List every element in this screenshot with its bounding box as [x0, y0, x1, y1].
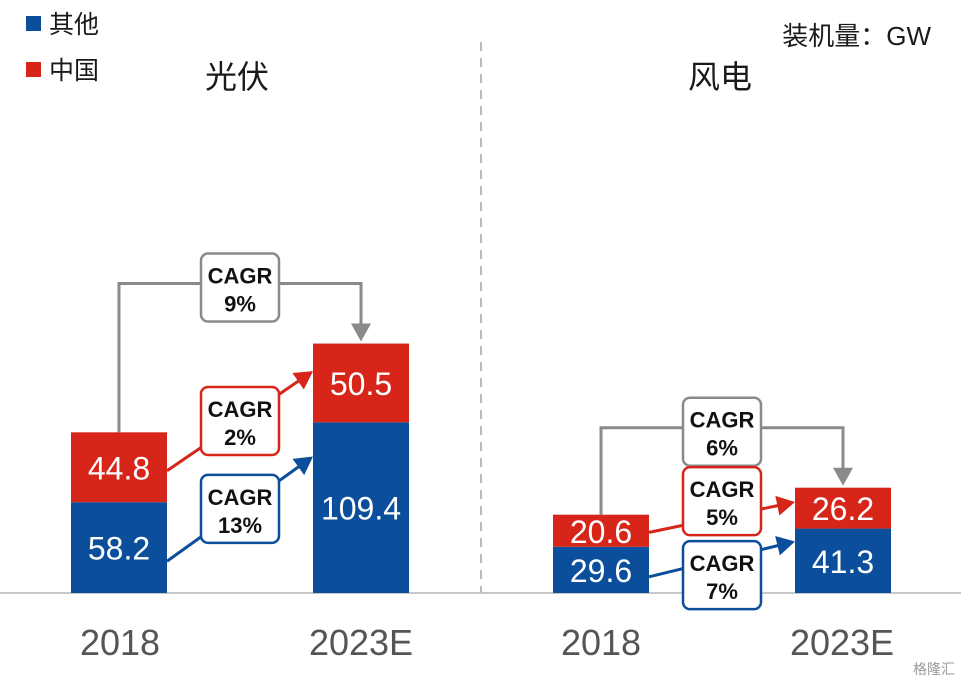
china-growth-arrowhead-solar: [292, 371, 313, 390]
total-growth-arrowhead-solar: [351, 323, 371, 342]
cagr-other-wind: CAGR 7%: [681, 539, 763, 611]
cagr-china-solar-value: 2%: [224, 425, 256, 450]
cagr-china-wind-label: CAGR: [690, 477, 755, 502]
legend-label-china: 中国: [49, 57, 100, 85]
cagr-other-wind-frame: [681, 539, 763, 611]
cagr-other-wind-label: CAGR: [690, 551, 755, 576]
unit-label: 装机量：GW: [782, 21, 931, 51]
other-growth-arrowhead-wind: [775, 535, 795, 556]
x-tick-solar-2018: 2018: [79, 622, 161, 663]
bar-other-wind-2023e: [795, 528, 891, 593]
cagr-total-wind-frame: [681, 396, 763, 467]
data-label-china-solar-2018: 44.8: [88, 450, 150, 486]
bar-other-wind-2018: [553, 546, 649, 593]
cagr-other-solar: CAGR 13%: [199, 473, 281, 545]
cagr-total-solar-value: 9%: [224, 292, 256, 317]
cagr-total-solar-label: CAGR: [208, 264, 273, 289]
legend-label-other: 其他: [49, 11, 100, 39]
cagr-other-solar-frame: [199, 473, 281, 545]
data-label-china-wind-2018: 20.6: [570, 514, 632, 550]
data-label-other-wind-2023e: 41.3: [812, 544, 874, 580]
cagr-china-wind-value: 5%: [706, 505, 738, 530]
data-label-other-solar-2023e: 109.4: [321, 491, 401, 527]
cagr-total-solar: CAGR 9%: [199, 252, 281, 323]
legend-swatch-china: [26, 61, 41, 77]
total-growth-arrowhead-wind: [833, 467, 853, 486]
other-growth-arrowhead-solar: [292, 456, 313, 476]
data-label-other-solar-2018: 58.2: [88, 531, 150, 567]
cagr-total-wind-label: CAGR: [690, 408, 755, 433]
bar-other-solar-2023e: [313, 422, 409, 593]
bar-china-solar-2023e: [313, 343, 409, 423]
legend-item-other: 其他: [26, 8, 100, 39]
bar-china-wind-2018: [553, 514, 649, 547]
cagr-china-wind-frame: [681, 465, 763, 537]
cagr-china-solar-label: CAGR: [208, 397, 273, 422]
x-tick-solar-2023e: 2023E: [308, 622, 414, 663]
legend-swatch-other: [26, 15, 41, 31]
panel-title-solar: 光伏: [205, 59, 270, 95]
x-tick-wind-2023e: 2023E: [789, 622, 895, 663]
cagr-china-wind: CAGR 5%: [681, 465, 763, 537]
panel-title-wind: 风电: [688, 59, 753, 95]
x-tick-wind-2018: 2018: [560, 622, 642, 663]
cagr-china-solar: CAGR 2%: [199, 385, 281, 457]
china-growth-arrowhead-wind: [775, 495, 795, 516]
bar-china-solar-2018: [71, 432, 167, 503]
cagr-other-solar-value: 13%: [218, 513, 262, 538]
bar-other-solar-2018: [71, 502, 167, 593]
cagr-total-wind-value: 6%: [706, 436, 738, 461]
data-label-china-solar-2023e: 50.5: [330, 366, 392, 402]
watermark: 格隆汇: [913, 661, 955, 677]
legend: 其他 中国: [26, 8, 99, 100]
legend-item-china: 中国: [26, 54, 100, 85]
cagr-total-solar-frame: [199, 252, 281, 323]
data-label-other-wind-2018: 29.6: [570, 553, 632, 589]
cagr-total-wind: CAGR 6%: [681, 396, 763, 467]
bar-china-wind-2023e: [795, 487, 891, 529]
cagr-other-wind-value: 7%: [706, 579, 738, 604]
cagr-other-solar-label: CAGR: [208, 485, 273, 510]
data-label-china-wind-2023e: 26.2: [812, 491, 874, 527]
cagr-china-solar-frame: [199, 385, 281, 457]
